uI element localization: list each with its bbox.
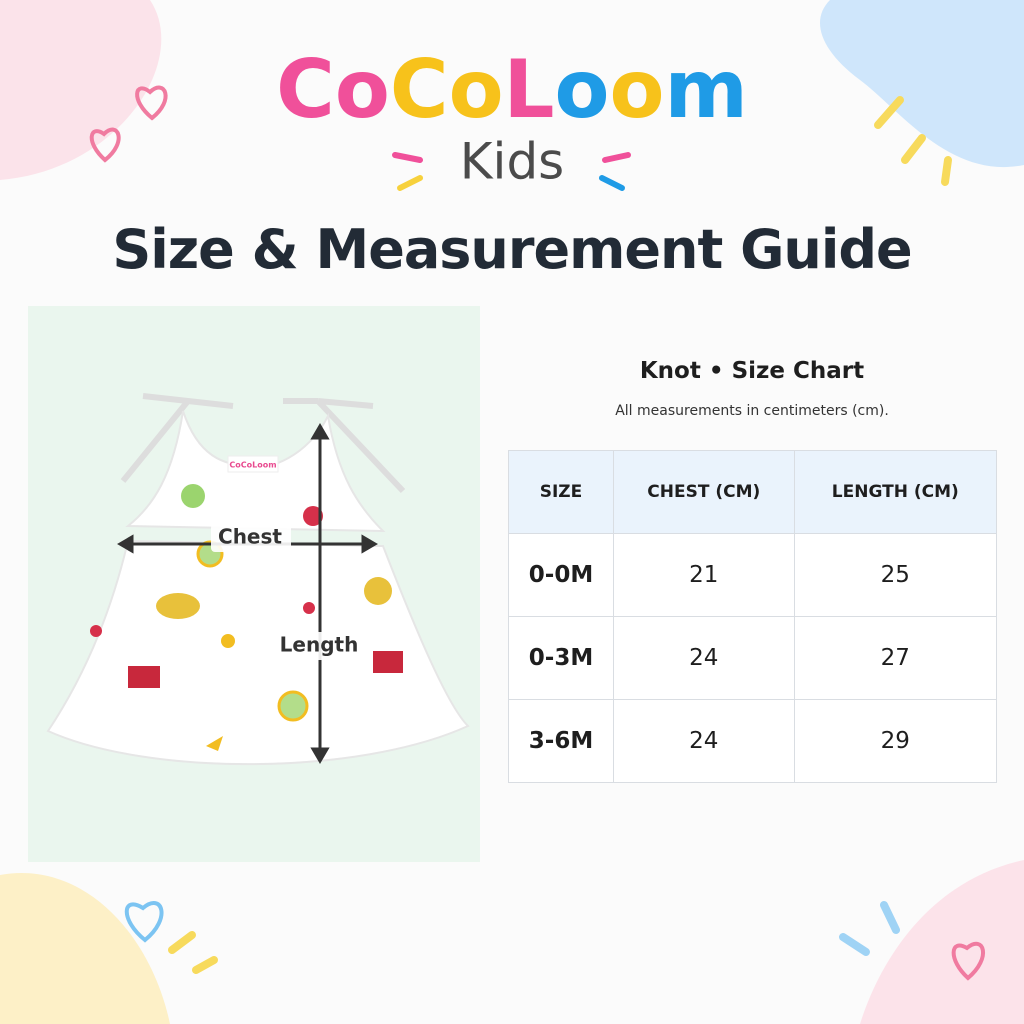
sub-brand: Kids <box>460 133 564 191</box>
measure-cell: 25 <box>793 533 998 617</box>
size-cell: 0-0M <box>508 533 614 617</box>
measure-cell: 29 <box>793 699 998 783</box>
column-header: CHEST (CM) <box>613 450 795 534</box>
chart-title: Knot • Size Chart <box>639 358 865 384</box>
dress-illustration: CoCoLoom Chest Length <box>46 393 470 766</box>
measure-cell: 24 <box>613 616 795 700</box>
product-panel: CoCoLoom Chest Length <box>28 306 480 862</box>
chest-label: Chest <box>218 525 282 549</box>
table-row: 3-6M 24 29 <box>508 699 998 783</box>
tag <box>227 455 279 473</box>
size-cell: 0-3M <box>508 616 614 700</box>
chart-subtitle: All measurements in centimeters (cm). <box>615 403 889 419</box>
brand-logo: CoCoLoom <box>276 43 748 136</box>
table-row: 0-0M 21 25 <box>508 533 998 617</box>
table-row: 0-3M 24 27 <box>508 616 998 700</box>
column-header: SIZE <box>508 450 614 534</box>
tag-label: CoCoLoom <box>229 461 276 470</box>
measure-cell: 27 <box>793 616 998 700</box>
header-row: SIZE CHEST (CM) LENGTH (CM) <box>508 450 998 534</box>
size-table: SIZE CHEST (CM) LENGTH (CM) 0-0M 21 25 0-3M 24 2… <box>508 450 998 783</box>
column-header: LENGTH (CM) <box>793 450 998 534</box>
length-label: Length <box>280 633 359 657</box>
page-title: Size & Measurement Guide <box>112 218 912 281</box>
measure-cell: 21 <box>613 533 795 617</box>
size-cell: 3-6M <box>508 699 614 783</box>
measure-cell: 24 <box>613 699 795 783</box>
